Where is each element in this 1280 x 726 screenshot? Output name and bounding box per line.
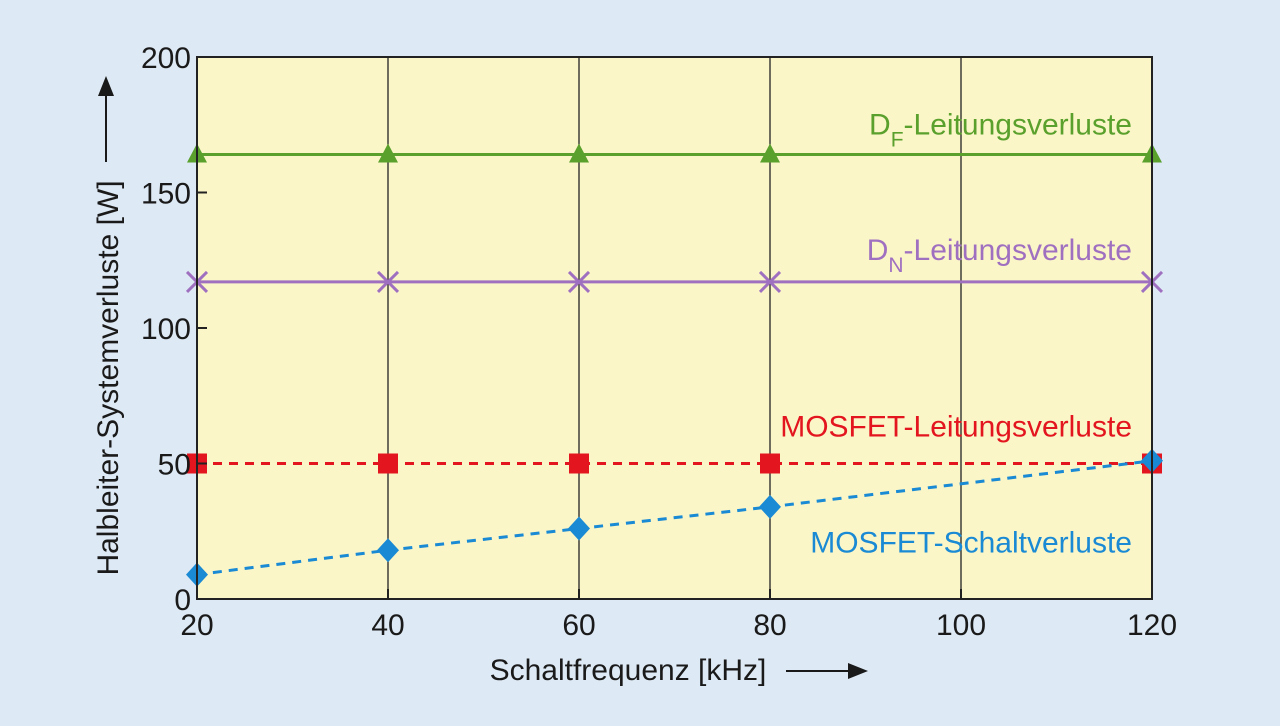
data-point-cross bbox=[567, 270, 591, 293]
series-layer bbox=[185, 143, 1164, 587]
y-tick-label: 200 bbox=[141, 42, 191, 75]
x-tick-label: 40 bbox=[371, 609, 404, 642]
series-label: DF-Leitungsverluste bbox=[869, 109, 1132, 152]
x-tick-label: 80 bbox=[753, 609, 786, 642]
y-axis-title: Halbleiter-Systemverluste [W] bbox=[92, 180, 125, 575]
x-tick-label: 120 bbox=[1127, 609, 1177, 642]
data-point-square bbox=[378, 453, 398, 474]
data-point-diamond bbox=[377, 538, 399, 563]
series-labels: DF-Leitungsverluste DN-Leitungsverluste MO… bbox=[780, 109, 1132, 560]
x-tick-label: 20 bbox=[180, 609, 213, 642]
series-label: DN-Leitungsverluste bbox=[867, 234, 1132, 277]
data-point-diamond bbox=[568, 516, 590, 541]
y-axis-arrow-icon bbox=[98, 76, 114, 162]
x-tick-label: 60 bbox=[562, 609, 595, 642]
data-point-triangle bbox=[569, 143, 589, 163]
y-tick-label: 0 bbox=[174, 584, 191, 617]
series-1 bbox=[185, 270, 1164, 293]
y-tick-label: 50 bbox=[158, 449, 191, 482]
data-point-cross bbox=[376, 270, 400, 293]
series-label: MOSFET-Schaltverluste bbox=[810, 526, 1132, 559]
series-label: MOSFET-Leitungsverluste bbox=[780, 411, 1132, 444]
tick-layer: 0 50 100 150 200 20 40 60 80 100 120 bbox=[141, 42, 1177, 642]
data-point-square bbox=[569, 453, 589, 474]
data-point-triangle bbox=[760, 143, 780, 163]
y-tick-label: 100 bbox=[141, 313, 191, 346]
x-axis-arrow-icon bbox=[786, 663, 868, 679]
data-point-square bbox=[760, 453, 780, 474]
series-0 bbox=[187, 143, 1162, 163]
data-point-diamond bbox=[759, 494, 781, 519]
data-point-triangle bbox=[378, 143, 398, 163]
x-tick-label: 100 bbox=[936, 609, 986, 642]
plot-area bbox=[197, 57, 1152, 599]
data-point-cross bbox=[758, 270, 782, 293]
y-tick-label: 150 bbox=[141, 178, 191, 211]
x-axis-title: Schaltfrequenz [kHz] bbox=[490, 654, 767, 687]
